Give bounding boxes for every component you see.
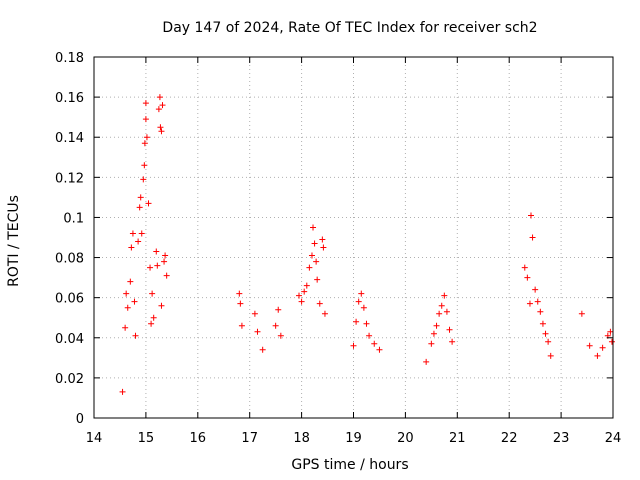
y-tick-labels: 0 0.02 0.04 0.06 0.08 0.1 0.12 0.14 0.16 0.18 <box>55 51 84 427</box>
y-tick-label: 0.08 <box>55 252 84 267</box>
x-axis-label: GPS time / hours <box>291 457 408 473</box>
x-tick-label: 20 <box>397 431 414 446</box>
x-tick-label: 21 <box>449 431 466 446</box>
y-tick-label: 0.12 <box>55 171 84 186</box>
y-tick-label: 0.1 <box>63 211 84 226</box>
y-tick-label: 0.18 <box>55 51 84 66</box>
y-tick-label: 0 <box>76 412 84 427</box>
x-tick-label: 19 <box>345 431 362 446</box>
x-tick-label: 24 <box>605 431 622 446</box>
scatter-points <box>119 94 615 395</box>
y-tick-label: 0.02 <box>55 372 84 387</box>
x-tick-label: 15 <box>138 431 155 446</box>
x-tick-label: 14 <box>86 431 103 446</box>
y-tick-label: 0.06 <box>55 292 84 307</box>
axis-ticks <box>93 56 614 419</box>
chart-title: Day 147 of 2024, Rate Of TEC Index for r… <box>162 20 537 36</box>
x-tick-labels: 14 15 16 17 18 19 20 21 22 23 24 <box>86 431 622 446</box>
y-tick-label: 0.14 <box>55 131 84 146</box>
series-points <box>119 94 615 395</box>
x-tick-label: 16 <box>190 431 207 446</box>
y-tick-label: 0.16 <box>55 91 84 106</box>
x-tick-label: 22 <box>501 431 518 446</box>
y-tick-label: 0.04 <box>55 332 84 347</box>
x-tick-label: 23 <box>553 431 570 446</box>
grid-lines <box>94 57 613 418</box>
x-tick-label: 17 <box>241 431 258 446</box>
y-axis-label: ROTI / TECUs <box>6 195 22 287</box>
x-tick-label: 18 <box>293 431 310 446</box>
